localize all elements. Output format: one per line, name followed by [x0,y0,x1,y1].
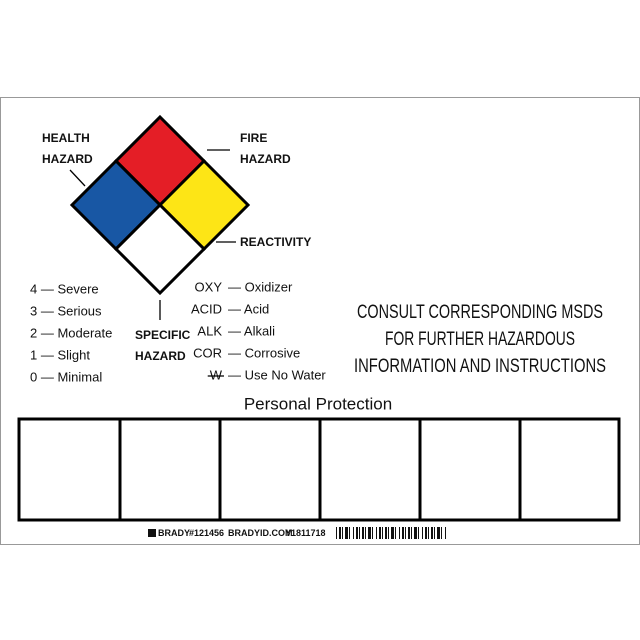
barcode-bar [445,527,446,539]
barcode-bar [434,527,435,539]
footer-part: #121456 [189,528,224,538]
hazard-code: ACID [191,301,222,316]
protection-boxes [17,417,621,522]
footer-brand: BRADY [158,528,190,538]
rating-item: 3 — Serious [30,303,102,318]
reactivity-label: REACTIVITY [240,235,311,249]
barcode-bar [372,527,373,539]
barcode-bar [376,527,377,539]
code-description: — Corrosive [228,345,300,360]
barcode-bar [408,527,410,539]
fire-label: HAZARD [240,152,291,166]
notice-line: INFORMATION AND INSTRUCTIONS [354,356,606,377]
hazard-code: OXY [195,279,223,294]
health-label: HEALTH [42,131,90,145]
rating-item: 1 — Slight [30,347,90,362]
barcode-bar [379,527,381,539]
barcode-bar [405,527,406,539]
barcode-bar [441,527,442,539]
barcode-bar [422,527,423,539]
barcode [336,527,446,539]
notice-line: FOR FURTHER HAZARDOUS [385,329,575,350]
health-leader [69,169,86,187]
specific-label: HAZARD [135,349,186,363]
protection-title: Personal Protection [244,394,392,413]
barcode-bar [395,527,396,539]
rating-item: 2 — Moderate [30,325,112,340]
brand-logo [148,529,156,537]
fire-label: FIRE [240,131,267,145]
barcode-bar [382,527,383,539]
code-description: — Acid [228,301,269,316]
barcode-bar [399,527,400,539]
barcode-bar [411,527,412,539]
barcode-bar [356,527,358,539]
hazard-code: W [210,367,223,382]
barcode-bar [402,527,404,539]
barcode-bar [339,527,341,539]
code-description: — Alkali [228,323,275,338]
leader-lines [69,149,236,320]
barcode-bar [414,527,417,539]
barcode-bar [368,527,371,539]
rating-item: 0 — Minimal [30,369,102,384]
barcode-bar [359,527,360,539]
footer-code: Y1811718 [285,528,326,538]
hazard-code: COR [193,345,222,360]
barcode-bar [353,527,354,539]
barcode-bar [342,527,343,539]
barcode-bar [388,527,389,539]
hazard-code: ALK [197,323,222,338]
barcode-bar [391,527,394,539]
barcode-bar [428,527,429,539]
barcode-bar [349,527,350,539]
notice-line: CONSULT CORRESPONDING MSDS [357,302,603,323]
rating-legend: 4 — Severe 3 — Serious 2 — Moderate 1 — Sli… [30,281,112,384]
code-description: — Oxidizer [228,279,293,294]
barcode-bar [385,527,387,539]
health-label: HAZARD [42,152,93,166]
barcode-bar [431,527,433,539]
specific-quadrant [113,202,207,296]
barcode-bar [345,527,348,539]
barcode-bar [365,527,366,539]
barcode-bar [418,527,419,539]
rating-item: 4 — Severe [30,281,99,296]
nfpa-diamond [69,114,251,296]
footer-website: BRADYID.COM [228,528,293,538]
barcode-bar [362,527,364,539]
barcode-bar [336,527,337,539]
barcode-bar [437,527,440,539]
barcode-bar [425,527,427,539]
code-description: — Use No Water [228,367,326,382]
specific-label: SPECIFIC [135,328,191,342]
code-legend: OXY — Oxidizer ACID — Acid ALK — Alkali COR — C… [191,279,326,382]
